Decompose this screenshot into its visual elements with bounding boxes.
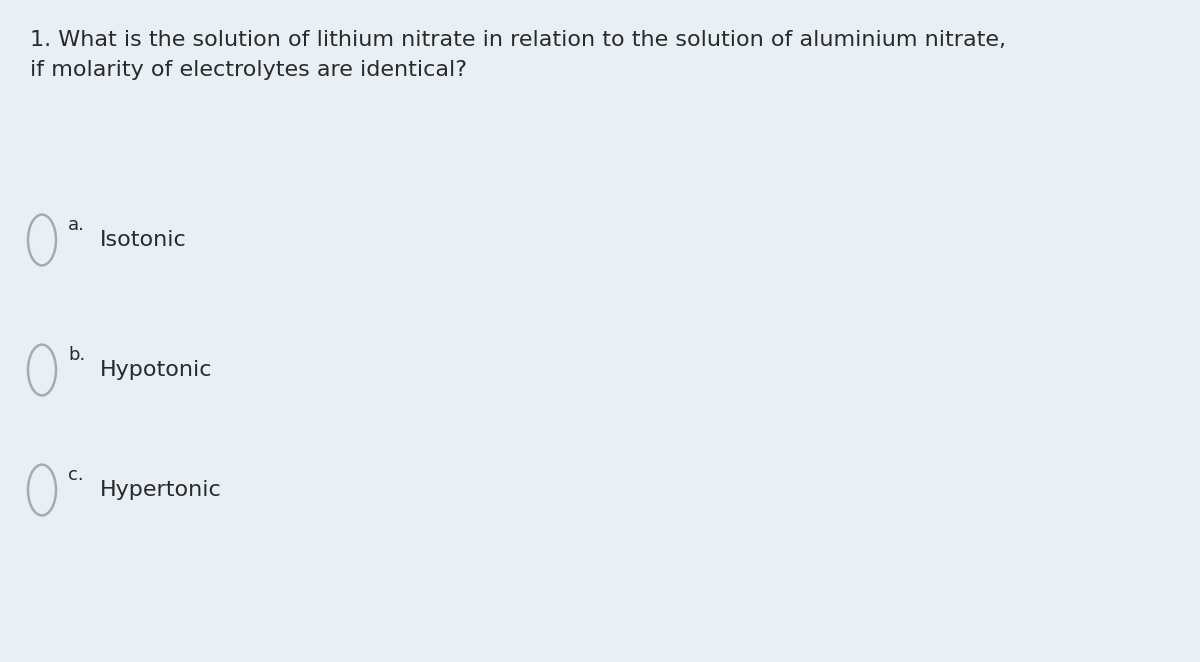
Text: b.: b. <box>68 346 85 364</box>
Text: c.: c. <box>68 466 84 484</box>
Text: a.: a. <box>68 216 85 234</box>
Text: 1. What is the solution of lithium nitrate in relation to the solution of alumin: 1. What is the solution of lithium nitra… <box>30 30 1006 80</box>
Text: Isotonic: Isotonic <box>100 230 187 250</box>
Text: Hypotonic: Hypotonic <box>100 360 212 380</box>
Text: Hypertonic: Hypertonic <box>100 480 222 500</box>
